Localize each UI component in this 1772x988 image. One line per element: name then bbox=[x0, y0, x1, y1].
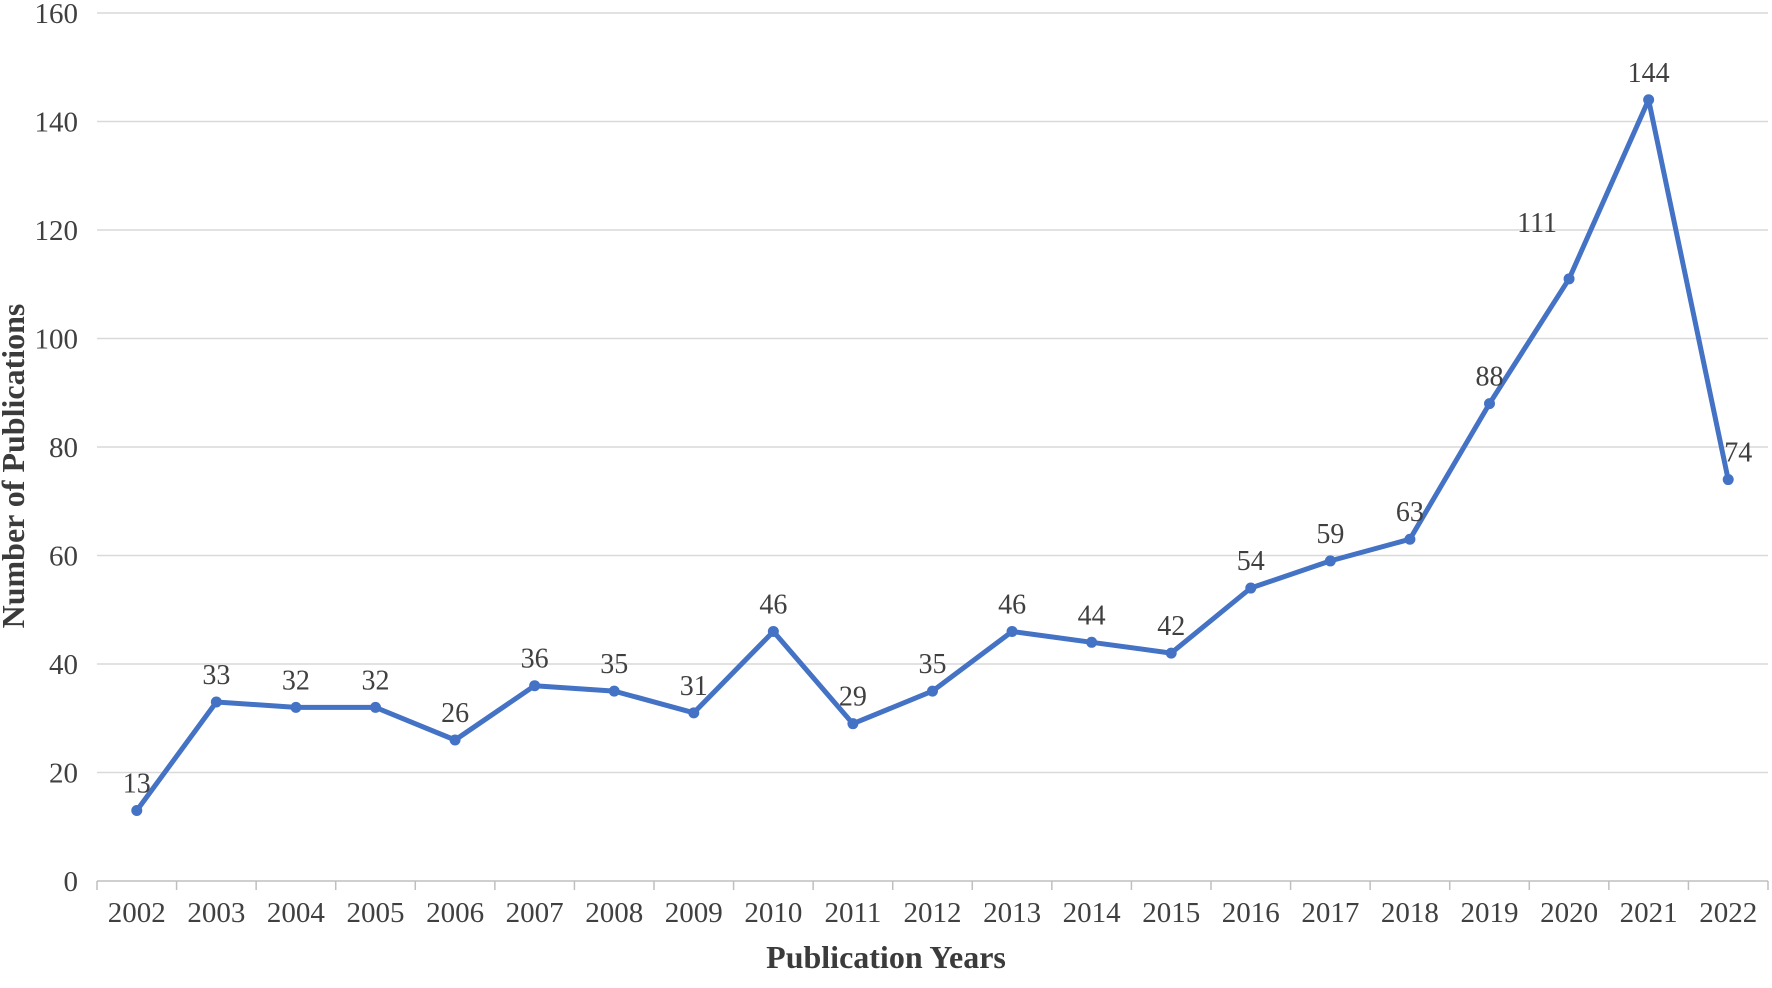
x-tick-label: 2008 bbox=[585, 897, 643, 929]
data-point-2004 bbox=[290, 701, 302, 713]
data-label-2022: 74 bbox=[1724, 438, 1752, 469]
x-tick-label: 2011 bbox=[824, 897, 881, 929]
y-tick-label: 40 bbox=[49, 649, 78, 681]
x-tick-label: 2014 bbox=[1063, 897, 1122, 929]
data-label-2011: 29 bbox=[839, 682, 867, 713]
data-label-2002: 13 bbox=[123, 768, 151, 799]
data-point-2008 bbox=[608, 685, 620, 697]
y-tick-label: 140 bbox=[35, 107, 79, 139]
data-point-2020 bbox=[1563, 273, 1575, 285]
y-axis-title: Number of Publications bbox=[0, 304, 31, 629]
data-point-2009 bbox=[688, 707, 700, 719]
x-tick-label: 2022 bbox=[1699, 897, 1757, 929]
x-tick-label: 2004 bbox=[267, 897, 326, 929]
data-point-2018 bbox=[1404, 533, 1416, 545]
x-tick-label: 2003 bbox=[187, 897, 245, 929]
y-tick-label: 20 bbox=[49, 758, 78, 790]
data-label-2003: 33 bbox=[202, 660, 230, 691]
data-point-2016 bbox=[1245, 582, 1257, 594]
y-tick-label: 160 bbox=[35, 0, 79, 30]
data-point-2002 bbox=[131, 804, 143, 816]
x-tick-label: 2010 bbox=[744, 897, 802, 929]
data-point-2015 bbox=[1165, 647, 1177, 659]
data-label-2018: 63 bbox=[1396, 497, 1424, 528]
x-tick-label: 2007 bbox=[506, 897, 564, 929]
data-label-2005: 32 bbox=[362, 665, 390, 696]
x-tick-label: 2016 bbox=[1222, 897, 1280, 929]
data-point-2022 bbox=[1722, 474, 1734, 486]
data-label-2014: 44 bbox=[1078, 600, 1106, 631]
y-tick-label: 100 bbox=[35, 324, 79, 356]
y-tick-label: 80 bbox=[49, 432, 78, 464]
y-tick-label: 120 bbox=[35, 215, 79, 247]
data-label-2009: 31 bbox=[680, 671, 708, 702]
x-tick-label: 2013 bbox=[983, 897, 1041, 929]
data-point-2010 bbox=[767, 625, 779, 637]
x-tick-label: 2018 bbox=[1381, 897, 1439, 929]
data-point-2012 bbox=[927, 685, 938, 697]
x-axis-title: Publication Years bbox=[766, 939, 1006, 975]
data-label-2016: 54 bbox=[1237, 546, 1265, 577]
data-label-2006: 26 bbox=[441, 698, 469, 729]
data-point-2019 bbox=[1484, 398, 1495, 410]
x-tick-label: 2019 bbox=[1461, 897, 1519, 929]
x-tick-label: 2021 bbox=[1620, 897, 1678, 929]
x-tick-label: 2006 bbox=[426, 897, 484, 929]
data-label-2008: 35 bbox=[600, 649, 628, 680]
data-label-2019: 88 bbox=[1476, 362, 1504, 393]
data-point-2013 bbox=[1006, 625, 1018, 637]
y-tick-label: 60 bbox=[49, 541, 78, 573]
data-point-2017 bbox=[1324, 555, 1336, 567]
x-tick-label: 2005 bbox=[347, 897, 405, 929]
data-point-2014 bbox=[1086, 636, 1098, 648]
data-label-2020: 111 bbox=[1517, 208, 1557, 239]
data-label-2021: 144 bbox=[1628, 58, 1670, 89]
data-point-2007 bbox=[529, 680, 541, 692]
data-label-2015: 42 bbox=[1157, 611, 1185, 642]
data-point-2003 bbox=[210, 696, 222, 708]
data-label-2012: 35 bbox=[919, 649, 947, 680]
data-point-2011 bbox=[847, 718, 859, 730]
x-tick-label: 2017 bbox=[1301, 897, 1359, 929]
data-label-2010: 46 bbox=[759, 589, 787, 620]
x-tick-label: 2009 bbox=[665, 897, 723, 929]
data-point-2021 bbox=[1643, 94, 1655, 106]
data-label-2007: 36 bbox=[521, 644, 549, 675]
x-tick-label: 2015 bbox=[1142, 897, 1200, 929]
data-point-2006 bbox=[449, 734, 461, 746]
y-tick-label: 0 bbox=[64, 866, 79, 898]
data-label-2013: 46 bbox=[998, 589, 1026, 620]
x-tick-label: 2012 bbox=[904, 897, 962, 929]
data-point-2005 bbox=[370, 701, 381, 713]
x-tick-label: 2020 bbox=[1540, 897, 1598, 929]
data-label-2017: 59 bbox=[1316, 519, 1344, 550]
x-tick-label: 2002 bbox=[108, 897, 166, 929]
data-label-2004: 32 bbox=[282, 665, 310, 696]
